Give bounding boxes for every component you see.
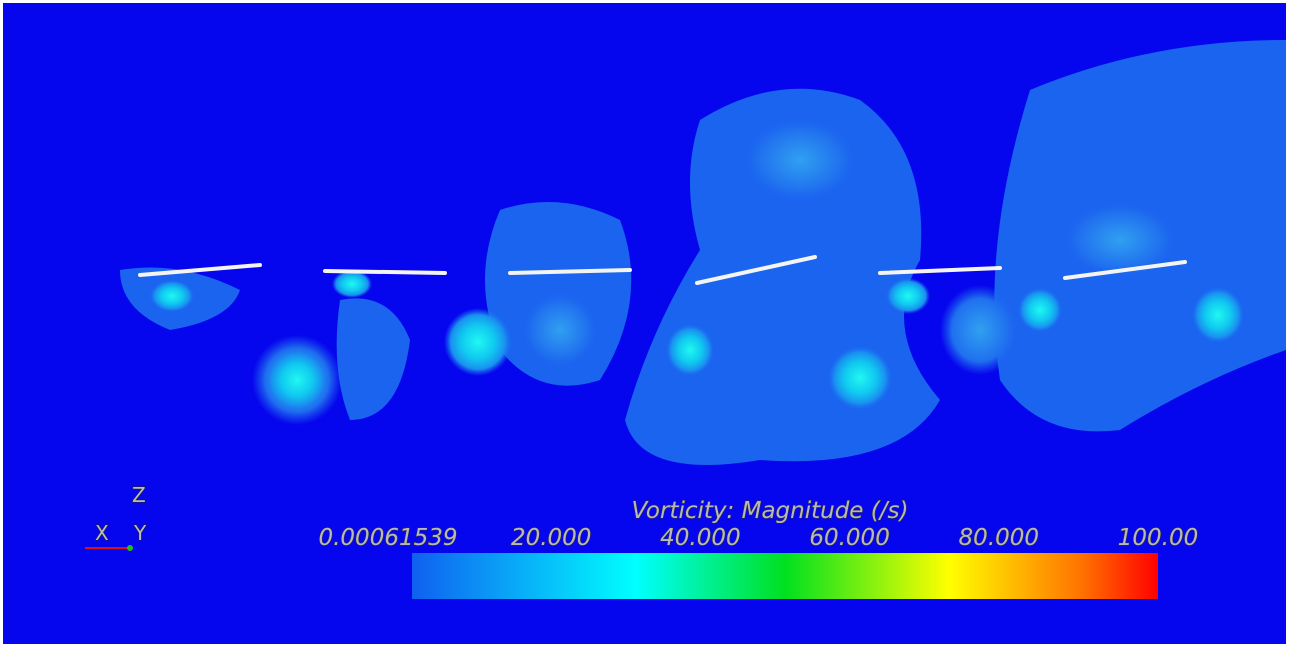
axis-y: Y	[133, 521, 147, 545]
legend-label: 0.00061539	[318, 525, 457, 551]
legend-label: 20.000	[511, 525, 591, 551]
legend-label: 40.000	[660, 525, 740, 551]
legend-label: 60.000	[809, 525, 889, 551]
viewport: Vorticity: Magnitude (/s) 0.00061539 20.0…	[0, 0, 1289, 648]
legend-label: 80.000	[959, 525, 1039, 551]
legend-label: 100.00	[1118, 525, 1198, 551]
colorbar	[412, 553, 1158, 599]
legend-title: Vorticity: Magnitude (/s)	[632, 498, 909, 524]
axis-z: Z	[132, 483, 146, 507]
axis-x: X	[95, 521, 109, 545]
